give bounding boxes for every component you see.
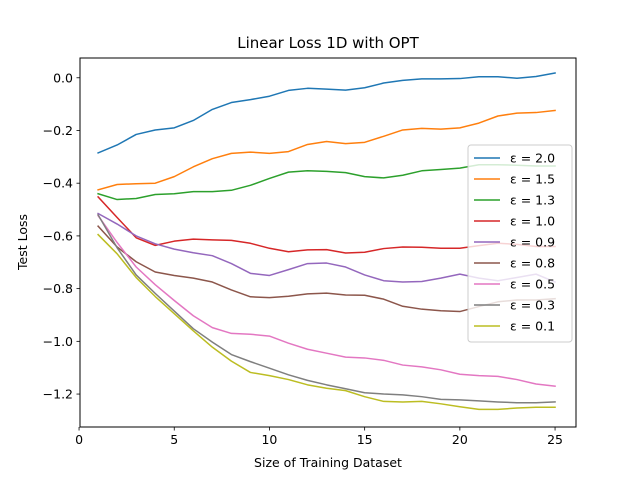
legend-label-5: ε = 0.8 [510, 256, 555, 271]
y-axis-ticks: 0.0 −0.2 −0.4 −0.6 −0.8 −1.0 −1.2 [43, 70, 80, 402]
x-tick-label: 0 [75, 432, 83, 447]
x-tick-label: 20 [452, 432, 468, 447]
x-axis-label: Size of Training Dataset [254, 455, 402, 470]
legend-label-7: ε = 0.3 [510, 298, 555, 313]
x-tick-label: 25 [547, 432, 563, 447]
series-line-0 [97, 72, 556, 154]
legend-label-3: ε = 1.0 [510, 214, 555, 229]
series-line-6 [97, 214, 556, 387]
y-tick-label: −0.6 [43, 228, 73, 243]
series-line-8 [97, 233, 556, 411]
series-layer [97, 72, 557, 411]
y-tick-label: −0.2 [43, 123, 73, 138]
legend-label-2: ε = 1.3 [510, 193, 555, 208]
x-tick-label: 5 [170, 432, 178, 447]
y-tick-label: −1.0 [43, 334, 73, 349]
series-line-1 [97, 109, 556, 191]
x-axis-ticks: 0 5 10 15 20 25 [75, 427, 563, 447]
y-tick-label: −0.8 [43, 281, 73, 296]
legend-label-6: ε = 0.5 [510, 277, 555, 292]
legend-label-8: ε = 0.1 [510, 319, 555, 334]
y-tick-label: −1.2 [43, 387, 73, 402]
legend-label-0: ε = 2.0 [510, 151, 555, 166]
y-tick-label: 0.0 [53, 70, 73, 85]
legend: ε = 2.0 ε = 1.5 ε = 1.3 ε = 1.0 ε = 0.9 ε = 0… [467, 144, 573, 343]
x-tick-label: 15 [357, 432, 373, 447]
y-tick-label: −0.4 [43, 176, 73, 191]
legend-box [467, 144, 573, 343]
legend-label-1: ε = 1.5 [510, 172, 555, 187]
y-axis-label: Test Loss [15, 214, 30, 271]
legend-label-4: ε = 0.9 [510, 235, 555, 250]
plot-frame [79, 57, 577, 428]
series-line-7 [97, 213, 556, 404]
chart-title: Linear Loss 1D with OPT [237, 34, 419, 52]
x-tick-label: 10 [261, 432, 277, 447]
